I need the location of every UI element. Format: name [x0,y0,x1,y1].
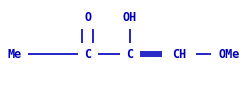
Text: CH: CH [172,48,186,61]
Text: Me: Me [7,48,22,61]
Text: C: C [126,48,133,61]
Text: C: C [84,48,91,61]
Text: OMe: OMe [218,48,240,61]
Text: OH: OH [123,11,137,24]
Text: O: O [84,11,91,24]
